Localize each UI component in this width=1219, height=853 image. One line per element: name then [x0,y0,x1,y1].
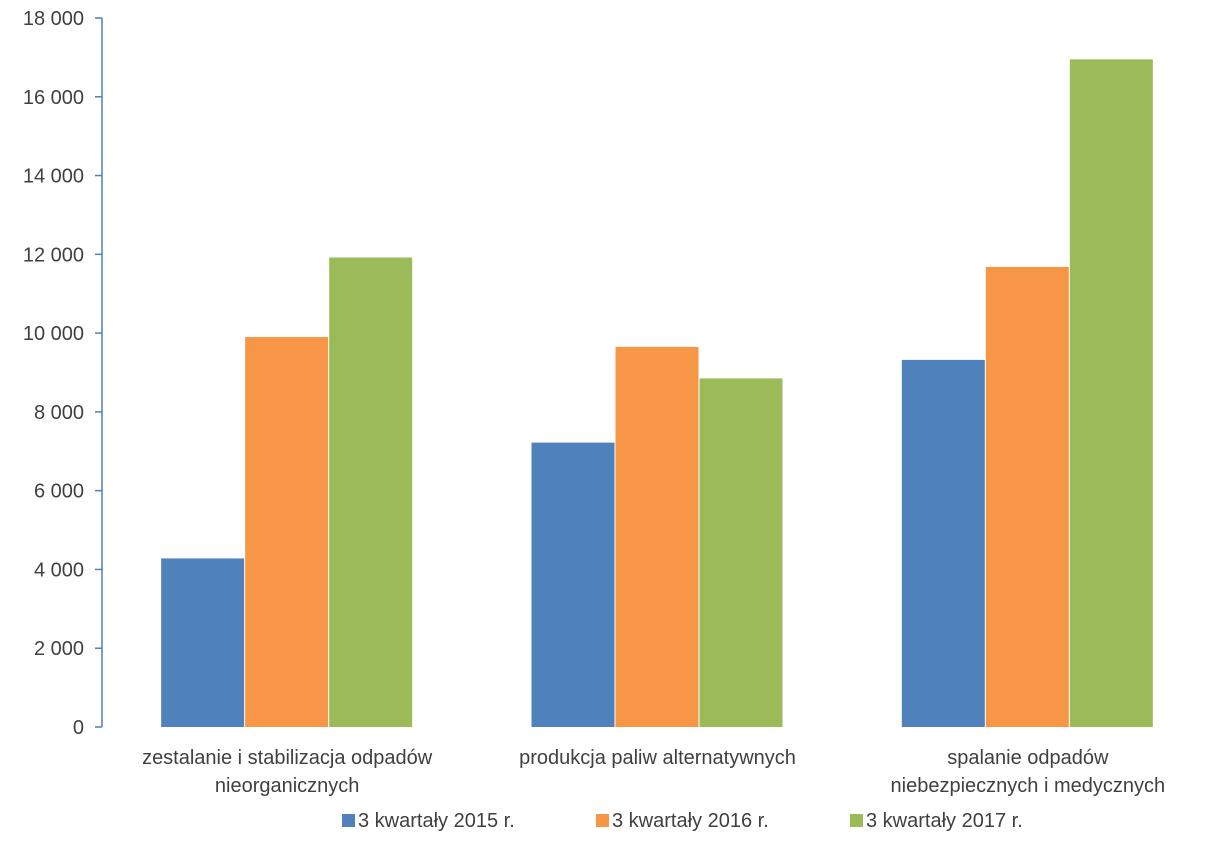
bar [329,257,413,727]
x-axis-labels: zestalanie i stabilizacja odpadów nieorga… [142,747,1165,797]
legend-swatch [596,814,609,827]
y-tick-label: 12 000 [23,244,84,266]
bar [531,442,615,727]
y-tick-label: 18 000 [23,8,84,30]
legend-swatch [850,814,863,827]
bar [615,346,699,727]
bar [161,558,245,727]
bar [985,266,1069,727]
x-tick-label: zestalanie i stabilizacja odpadów [142,747,433,769]
legend-label: 3 kwartały 2017 r. [866,810,1023,832]
y-tick-label: 8 000 [34,402,84,424]
legend-swatch [342,814,355,827]
y-tick-label: 10 000 [23,323,84,345]
bar [245,337,329,727]
bar [699,378,783,727]
legend-label: 3 kwartały 2015 r. [358,810,515,832]
y-tick-label: 4 000 [34,559,84,581]
y-tick-label: 2 000 [34,638,84,660]
x-tick-label: produkcja paliw alternatywnych [519,747,796,769]
y-axis: 0 2 000 4 000 6 000 8 000 10 000 12 000 14 000 1… [23,8,103,739]
legend: 3 kwartały 2015 r. 3 kwartały 2016 r. 3 kw… [342,810,1023,832]
bars [161,59,1153,727]
x-tick-label: nieorganicznych [215,775,360,797]
y-tick-label: 16 000 [23,87,84,109]
y-tick-label: 14 000 [23,166,84,188]
bar [901,359,985,727]
x-tick-label: spalanie odpadów [947,747,1109,769]
y-tick-label: 6 000 [34,481,84,503]
x-tick-label: niebezpiecznych i medycznych [891,775,1166,797]
y-tick-label: 0 [73,717,84,739]
bar [1069,59,1153,727]
legend-label: 3 kwartały 2016 r. [612,810,769,832]
